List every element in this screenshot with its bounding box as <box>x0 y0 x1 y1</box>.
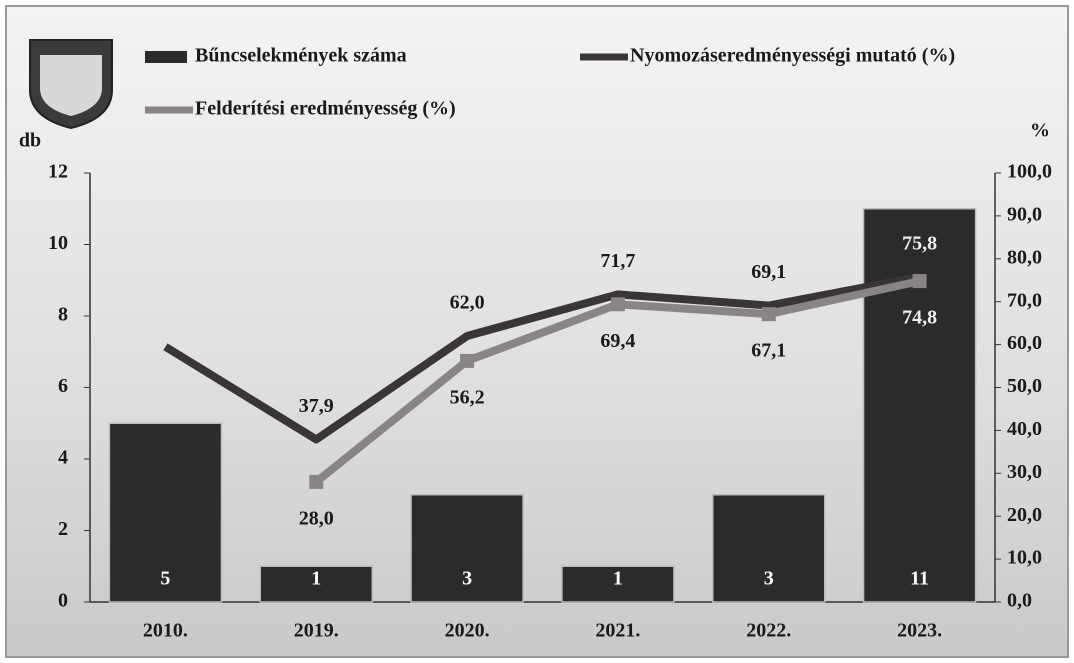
bar-label: 3 <box>462 568 472 590</box>
logo <box>29 39 113 130</box>
data-label: 75,8 <box>902 232 937 254</box>
y2-tick-label: 40,0 <box>1007 418 1042 440</box>
data-label: 71,7 <box>600 250 635 272</box>
bar-label: 5 <box>160 568 170 590</box>
y2-tick-label: 10,0 <box>1007 547 1042 569</box>
y-tick-label: 10 <box>48 232 68 254</box>
data-label: 28,0 <box>299 507 334 529</box>
data-label: 37,9 <box>299 395 334 417</box>
bar <box>712 494 826 603</box>
bar-label: 11 <box>910 568 929 590</box>
y2-tick-label: 70,0 <box>1007 289 1042 311</box>
legend-swatch <box>145 51 187 63</box>
bar <box>561 565 675 603</box>
y-tick-label: 8 <box>58 304 68 326</box>
marker <box>460 353 475 368</box>
marker <box>912 274 927 289</box>
y2-tick-label: 0,0 <box>1007 590 1032 612</box>
line <box>163 272 921 444</box>
bar <box>108 422 223 603</box>
x-tick-label: 2023. <box>897 620 942 642</box>
y2-tick-label: 80,0 <box>1007 246 1042 268</box>
x-tick-label: 2021. <box>595 620 640 642</box>
y2-axis-label: % <box>1030 120 1050 142</box>
y2-tick-label: 90,0 <box>1007 203 1042 225</box>
bar <box>862 208 977 603</box>
legend-label: Bűncselekmények száma <box>195 45 407 67</box>
bar <box>259 565 373 603</box>
legend-label: Nyomozáseredményességi mutató (%) <box>630 45 955 67</box>
data-label: 69,1 <box>751 261 786 283</box>
marker <box>761 307 776 322</box>
marker <box>610 297 625 312</box>
y-tick-label: 4 <box>58 447 68 469</box>
bar <box>410 494 524 603</box>
data-label: 56,2 <box>450 386 485 408</box>
y2-tick-label: 100,0 <box>1007 161 1052 183</box>
marker <box>309 474 324 489</box>
x-tick-label: 2020. <box>445 620 490 642</box>
data-label: 62,0 <box>450 292 485 314</box>
data-label: 74,8 <box>902 307 937 329</box>
y-tick-label: 6 <box>58 375 68 397</box>
y-tick-label: 0 <box>58 590 68 612</box>
y-tick-label: 2 <box>58 518 68 540</box>
bar-label: 3 <box>764 568 774 590</box>
data-label: 67,1 <box>751 340 786 362</box>
y2-tick-label: 50,0 <box>1007 375 1042 397</box>
x-tick-label: 2022. <box>746 620 791 642</box>
y-axis-label: db <box>19 130 41 152</box>
y2-tick-label: 20,0 <box>1007 504 1042 526</box>
legend-label: Felderítési eredményesség (%) <box>195 98 456 120</box>
data-label: 69,4 <box>600 330 635 352</box>
y-tick-label: 12 <box>48 161 68 183</box>
x-tick-label: 2010. <box>143 620 188 642</box>
x-tick-label: 2019. <box>294 620 339 642</box>
y2-tick-label: 60,0 <box>1007 332 1042 354</box>
y2-tick-label: 30,0 <box>1007 461 1042 483</box>
bar-label: 1 <box>311 568 321 590</box>
bar-label: 1 <box>613 568 623 590</box>
